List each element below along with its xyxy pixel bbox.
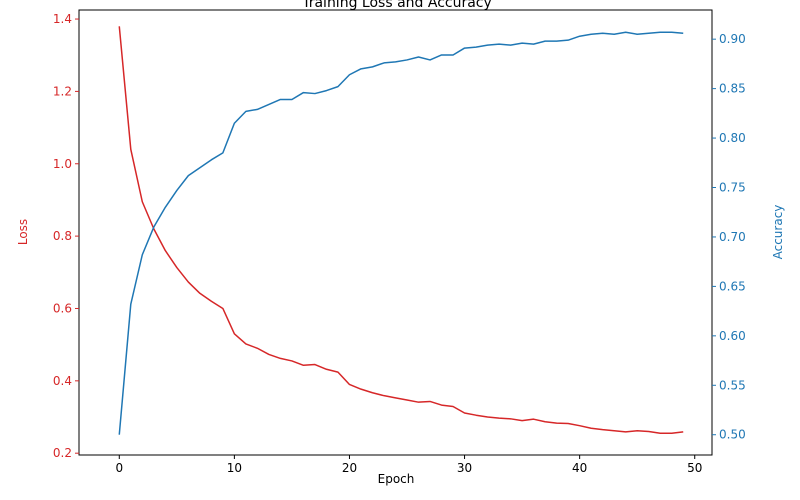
accuracy-tick-label: 0.80 xyxy=(719,131,746,145)
loss-tick-label: 1.2 xyxy=(53,84,72,98)
x-tick-label: 30 xyxy=(457,461,472,475)
accuracy-series-line xyxy=(118,31,684,435)
accuracy-tick-label: 0.85 xyxy=(719,82,746,96)
x-tick-label: 20 xyxy=(342,461,357,475)
loss-tick-label: 1.4 xyxy=(53,12,72,26)
accuracy-tick-label: 0.55 xyxy=(719,378,746,392)
loss-axis-label: Loss xyxy=(16,219,30,245)
accuracy-tick-label: 0.60 xyxy=(719,329,746,343)
x-tick-label: 10 xyxy=(227,461,242,475)
accuracy-tick-label: 0.75 xyxy=(719,181,746,195)
accuracy-tick-label: 0.70 xyxy=(719,230,746,244)
loss-tick-label: 1.0 xyxy=(53,157,72,171)
loss-series-line xyxy=(118,26,684,435)
x-tick-label: 40 xyxy=(572,461,587,475)
x-tick-label: 50 xyxy=(687,461,702,475)
x-axis-label: Epoch xyxy=(378,472,415,486)
plot-area: 0 10 20 30 40 50 0.2 0.4 0.6 0.8 1.0 1.2 1.4 0.50 0.55… xyxy=(53,9,746,475)
loss-tick-label: 0.2 xyxy=(53,446,72,460)
accuracy-axis-label: Accuracy xyxy=(771,205,785,260)
loss-tick-label: 0.6 xyxy=(53,301,72,315)
accuracy-tick-label: 0.90 xyxy=(719,32,746,46)
x-tick-label: 0 xyxy=(115,461,123,475)
chart-title: Training Loss and Accuracy xyxy=(301,0,492,11)
plot-frame xyxy=(78,9,713,456)
loss-tick-label: 0.4 xyxy=(53,374,72,388)
accuracy-tick-label: 0.65 xyxy=(719,279,746,293)
loss-tick-label: 0.8 xyxy=(53,229,72,243)
accuracy-tick-label: 0.50 xyxy=(719,428,746,442)
